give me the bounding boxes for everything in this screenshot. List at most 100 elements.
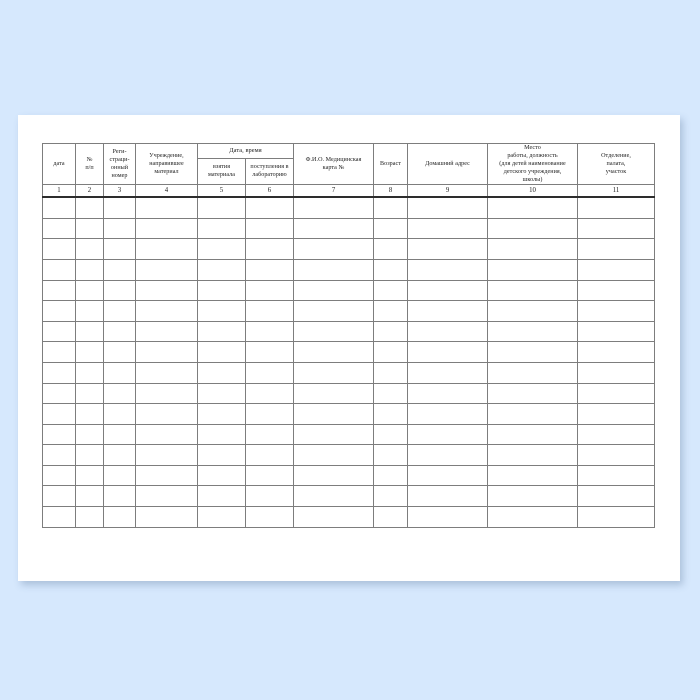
table-cell[interactable] xyxy=(103,217,136,240)
table-cell[interactable] xyxy=(42,506,76,528)
table-cell[interactable] xyxy=(577,238,656,260)
table-cell[interactable] xyxy=(407,320,489,343)
table-cell[interactable] xyxy=(197,423,246,446)
table-cell[interactable] xyxy=(197,361,246,384)
table-cell[interactable] xyxy=(407,506,489,528)
table-cell[interactable] xyxy=(103,320,136,343)
table-cell[interactable] xyxy=(373,300,409,322)
table-cell[interactable] xyxy=(293,361,375,384)
table-cell[interactable] xyxy=(197,464,246,487)
table-cell[interactable] xyxy=(373,341,409,363)
table-cell[interactable] xyxy=(293,320,375,343)
table-cell[interactable] xyxy=(487,258,579,281)
table-cell[interactable] xyxy=(407,238,489,260)
table-cell[interactable] xyxy=(373,279,409,302)
table-cell[interactable] xyxy=(373,320,409,343)
table-cell[interactable] xyxy=(244,423,295,446)
table-cell[interactable] xyxy=(135,279,198,302)
table-cell[interactable] xyxy=(103,485,136,508)
table-cell[interactable] xyxy=(244,341,295,363)
table-cell[interactable] xyxy=(244,382,295,405)
table-cell[interactable] xyxy=(487,238,579,260)
table-cell[interactable] xyxy=(197,300,246,322)
table-cell[interactable] xyxy=(75,382,104,405)
table-row[interactable] xyxy=(42,300,656,322)
table-row[interactable] xyxy=(42,361,656,384)
table-cell[interactable] xyxy=(42,217,76,240)
table-cell[interactable] xyxy=(293,444,375,466)
table-cell[interactable] xyxy=(373,258,409,281)
table-cell[interactable] xyxy=(135,464,198,487)
table-cell[interactable] xyxy=(373,423,409,446)
table-row[interactable] xyxy=(42,238,656,260)
table-cell[interactable] xyxy=(293,403,375,425)
table-row[interactable] xyxy=(42,196,656,219)
table-cell[interactable] xyxy=(487,382,579,405)
table-cell[interactable] xyxy=(407,444,489,466)
table-cell[interactable] xyxy=(75,341,104,363)
table-cell[interactable] xyxy=(75,320,104,343)
table-cell[interactable] xyxy=(487,279,579,302)
table-cell[interactable] xyxy=(407,300,489,322)
table-cell[interactable] xyxy=(42,464,76,487)
table-cell[interactable] xyxy=(135,485,198,508)
table-cell[interactable] xyxy=(75,485,104,508)
table-row[interactable] xyxy=(42,217,656,240)
table-cell[interactable] xyxy=(135,196,198,219)
table-cell[interactable] xyxy=(244,238,295,260)
table-cell[interactable] xyxy=(244,300,295,322)
table-row[interactable] xyxy=(42,320,656,343)
table-cell[interactable] xyxy=(407,423,489,446)
table-cell[interactable] xyxy=(135,258,198,281)
table-cell[interactable] xyxy=(103,196,136,219)
table-cell[interactable] xyxy=(103,238,136,260)
table-cell[interactable] xyxy=(293,258,375,281)
table-cell[interactable] xyxy=(42,279,76,302)
table-cell[interactable] xyxy=(42,423,76,446)
table-cell[interactable] xyxy=(487,485,579,508)
table-row[interactable] xyxy=(42,341,656,363)
table-cell[interactable] xyxy=(135,403,198,425)
table-cell[interactable] xyxy=(293,279,375,302)
table-cell[interactable] xyxy=(293,341,375,363)
table-cell[interactable] xyxy=(75,361,104,384)
table-row[interactable] xyxy=(42,258,656,281)
table-cell[interactable] xyxy=(577,403,656,425)
table-cell[interactable] xyxy=(42,444,76,466)
table-cell[interactable] xyxy=(197,444,246,466)
table-cell[interactable] xyxy=(373,361,409,384)
table-cell[interactable] xyxy=(103,382,136,405)
table-cell[interactable] xyxy=(407,341,489,363)
table-cell[interactable] xyxy=(407,464,489,487)
table-cell[interactable] xyxy=(293,423,375,446)
table-cell[interactable] xyxy=(487,506,579,528)
table-cell[interactable] xyxy=(373,403,409,425)
table-row[interactable] xyxy=(42,485,656,508)
table-cell[interactable] xyxy=(135,320,198,343)
table-cell[interactable] xyxy=(197,403,246,425)
table-cell[interactable] xyxy=(373,217,409,240)
table-cell[interactable] xyxy=(577,320,656,343)
table-cell[interactable] xyxy=(487,444,579,466)
table-cell[interactable] xyxy=(197,341,246,363)
table-cell[interactable] xyxy=(75,506,104,528)
table-cell[interactable] xyxy=(244,258,295,281)
table-cell[interactable] xyxy=(373,238,409,260)
table-cell[interactable] xyxy=(407,403,489,425)
table-cell[interactable] xyxy=(244,506,295,528)
table-cell[interactable] xyxy=(197,217,246,240)
table-cell[interactable] xyxy=(42,341,76,363)
table-cell[interactable] xyxy=(197,258,246,281)
table-cell[interactable] xyxy=(42,382,76,405)
table-cell[interactable] xyxy=(487,217,579,240)
table-row[interactable] xyxy=(42,423,656,446)
table-cell[interactable] xyxy=(487,320,579,343)
table-cell[interactable] xyxy=(75,279,104,302)
table-cell[interactable] xyxy=(75,238,104,260)
table-cell[interactable] xyxy=(577,258,656,281)
table-cell[interactable] xyxy=(42,196,76,219)
table-cell[interactable] xyxy=(577,506,656,528)
table-cell[interactable] xyxy=(197,485,246,508)
table-cell[interactable] xyxy=(197,238,246,260)
table-cell[interactable] xyxy=(293,238,375,260)
